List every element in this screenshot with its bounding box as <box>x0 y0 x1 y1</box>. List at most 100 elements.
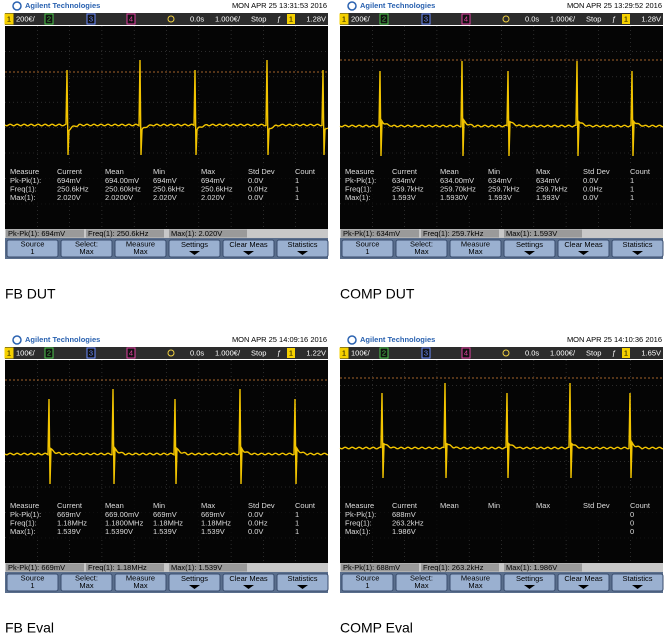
softkey[interactable] <box>168 239 221 258</box>
softkey-label[interactable]: Statistics <box>287 240 317 249</box>
table-cell: 1.18MHz <box>57 518 87 527</box>
channel-box <box>379 13 389 25</box>
softkey[interactable] <box>395 239 448 258</box>
table-cell: 2.020V <box>57 193 81 202</box>
table-header: Count <box>630 167 651 176</box>
logo-icon <box>12 335 22 345</box>
info-text: Pk-Pk(1): 634mV <box>343 229 400 238</box>
table-header: Min <box>488 501 500 510</box>
softkey[interactable] <box>222 239 275 258</box>
table-cell: Max(1): <box>345 527 370 536</box>
softkey-label[interactable]: Max <box>133 581 147 590</box>
info-text: Freq(1): 263.2kHz <box>423 563 484 572</box>
softkey-label[interactable]: Select: <box>410 573 433 582</box>
time-scale: 1.000€/ <box>215 348 241 357</box>
softkey-label[interactable]: Measure <box>126 239 155 248</box>
softkey[interactable] <box>341 239 394 258</box>
softkey-label[interactable]: 1 <box>30 247 34 256</box>
softkey-label[interactable]: Max <box>414 247 428 256</box>
table-cell: 1.1800MHz <box>105 518 144 527</box>
softkey-label[interactable]: Source <box>356 239 380 248</box>
table-header: Min <box>153 501 165 510</box>
table-header: Measure <box>345 501 374 510</box>
channel-box <box>421 347 431 359</box>
trigger-source-box <box>287 348 295 358</box>
time-icon <box>502 349 510 357</box>
softkey-label[interactable]: 1 <box>365 247 369 256</box>
channel-number: 3 <box>89 14 93 23</box>
info-box <box>6 229 84 238</box>
softkey[interactable] <box>6 573 59 592</box>
softkey[interactable] <box>168 573 221 592</box>
softkey[interactable] <box>449 573 502 592</box>
softkey-label[interactable]: Settings <box>181 574 208 583</box>
info-text: Freq(1): 259.7kHz <box>423 229 484 238</box>
softkey-label[interactable]: Clear Meas <box>229 240 268 249</box>
channel-box <box>421 13 431 25</box>
softkey[interactable] <box>395 573 448 592</box>
brand: Agilent Technologies <box>360 335 435 344</box>
softkey[interactable] <box>557 239 610 258</box>
table-cell: 1.5390V <box>105 527 133 536</box>
softkey[interactable] <box>503 239 556 258</box>
softkey[interactable] <box>60 573 113 592</box>
table-cell: Pk-Pk(1): <box>345 510 376 519</box>
channel-number: 4 <box>129 348 133 357</box>
softkey[interactable] <box>114 239 167 258</box>
softkey[interactable] <box>60 239 113 258</box>
softkey-label[interactable]: Max <box>79 247 93 256</box>
softkey-label[interactable]: Source <box>21 573 45 582</box>
softkey-label[interactable]: Statistics <box>287 574 317 583</box>
softkey[interactable] <box>611 239 664 258</box>
softkey[interactable] <box>222 573 275 592</box>
softkey[interactable] <box>341 573 394 592</box>
softkey-label[interactable]: Clear Meas <box>564 240 603 249</box>
trigger-source: 1 <box>624 348 628 357</box>
softkey-label[interactable]: Max <box>79 581 93 590</box>
table-cell: 694mV <box>153 176 177 185</box>
softkey-label[interactable]: Select: <box>75 573 98 582</box>
softkey-label[interactable]: Measure <box>461 239 490 248</box>
softkey-label[interactable]: Measure <box>461 573 490 582</box>
softkey-label[interactable]: Max <box>468 247 482 256</box>
softkey-label[interactable]: Clear Meas <box>564 574 603 583</box>
channel-box <box>339 347 349 359</box>
table-cell: 1 <box>630 176 634 185</box>
softkey[interactable] <box>557 573 610 592</box>
softkey-label[interactable]: Clear Meas <box>229 574 268 583</box>
softkey-arrow <box>632 585 643 589</box>
softkey-label[interactable]: Settings <box>516 240 543 249</box>
softkey-label[interactable]: Max <box>133 247 147 256</box>
softkey-label[interactable]: Max <box>468 581 482 590</box>
softkey-label[interactable]: Statistics <box>622 240 652 249</box>
softkey-label[interactable]: Source <box>21 239 45 248</box>
softkey-label[interactable]: Select: <box>75 239 98 248</box>
softkey[interactable] <box>611 573 664 592</box>
softkey-label[interactable]: 1 <box>30 581 34 590</box>
logo-icon <box>347 1 357 11</box>
softkey[interactable] <box>276 573 329 592</box>
softkey-label[interactable]: Select: <box>410 239 433 248</box>
table-cell: Freq(1): <box>10 184 37 193</box>
softkey-label[interactable]: Measure <box>126 573 155 582</box>
table-header: Measure <box>10 167 39 176</box>
softkey[interactable] <box>114 573 167 592</box>
softkey-label[interactable]: Max <box>414 581 428 590</box>
time-offset: 0.0s <box>190 14 204 23</box>
table-cell: 694.00mV <box>105 176 139 185</box>
softkey-label[interactable]: Settings <box>181 240 208 249</box>
softkey-label[interactable]: Source <box>356 573 380 582</box>
softkey-arrow <box>524 251 535 255</box>
softkey-label[interactable]: Statistics <box>622 574 652 583</box>
softkey[interactable] <box>503 573 556 592</box>
table-cell: 0.0V <box>583 193 598 202</box>
softkey-label[interactable]: 1 <box>365 581 369 590</box>
softkey[interactable] <box>449 239 502 258</box>
softkey[interactable] <box>276 239 329 258</box>
time-scale: 1.000€/ <box>550 14 576 23</box>
softkey-label[interactable]: Settings <box>516 574 543 583</box>
softkey[interactable] <box>6 239 59 258</box>
softkey-arrow <box>524 585 535 589</box>
table-cell: 250.6kHz <box>153 184 185 193</box>
